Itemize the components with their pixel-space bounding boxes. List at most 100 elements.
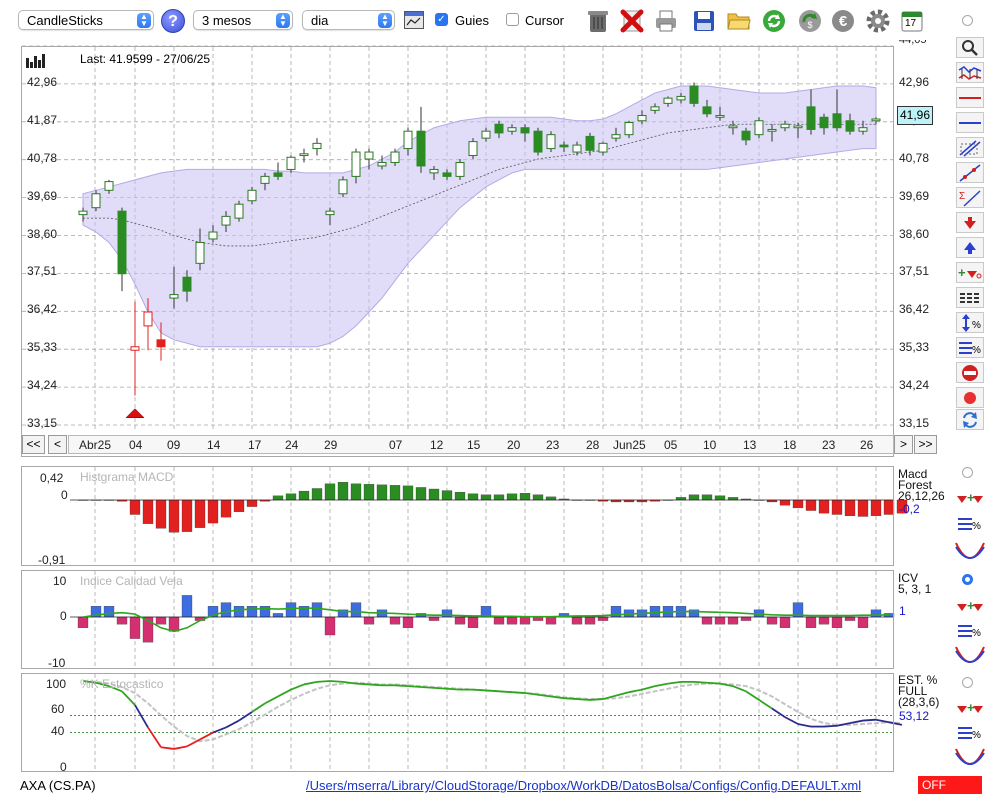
period-select[interactable]: 3 mesos ▲ ▼ — [193, 10, 293, 30]
stoch-k-segment — [420, 686, 435, 689]
stochastic-panel-radio[interactable] — [962, 677, 973, 688]
svg-text:+: + — [967, 598, 975, 613]
stoch-k-segment — [316, 680, 331, 683]
candle — [91, 193, 101, 209]
record-dot-icon[interactable] — [956, 387, 984, 408]
stoch-k-segment — [537, 693, 552, 698]
icv-panel[interactable] — [21, 570, 894, 669]
chart-window-icon[interactable] — [404, 11, 424, 29]
stoch-k-segment — [875, 718, 890, 724]
vertical-percent-icon[interactable]: % — [956, 312, 984, 333]
candle — [650, 106, 660, 111]
macd-panel[interactable] — [21, 466, 894, 566]
zoom-icon[interactable] — [956, 37, 984, 58]
stoch-k-segment — [173, 745, 188, 750]
nav-first-button[interactable]: << — [22, 435, 45, 454]
swap-arrows-icon[interactable] — [956, 409, 984, 430]
signals-red-green-icon[interactable]: + — [956, 699, 984, 717]
candle — [442, 172, 452, 177]
update-quotes-icon[interactable]: $ — [797, 8, 823, 34]
calendar-icon[interactable]: 17 — [899, 8, 925, 34]
no-entry-icon[interactable] — [956, 362, 984, 383]
horizontal-line-red-icon[interactable] — [956, 87, 984, 108]
stoch-k-segment — [121, 690, 136, 706]
trendline-tool-icon[interactable] — [956, 162, 984, 183]
candle — [767, 128, 777, 132]
icv-name: ICV — [898, 571, 919, 585]
y-label-right: 35,33 — [899, 340, 930, 355]
lines-percent-icon[interactable]: % — [956, 515, 984, 533]
candle — [611, 134, 621, 139]
help-icon[interactable]: ? — [161, 9, 185, 33]
bar-chart-icon[interactable] — [26, 52, 46, 71]
arrow-up-icon[interactable] — [956, 237, 984, 258]
main-chart-radio[interactable] — [962, 15, 973, 26]
macd-y-label-bottom: -0,91 — [38, 553, 66, 567]
candle — [195, 241, 205, 264]
nav-next-button[interactable]: > — [894, 435, 913, 454]
candle — [507, 127, 517, 132]
candle — [832, 113, 842, 129]
stoch-value: 53,12 — [899, 709, 930, 723]
candle — [117, 210, 127, 275]
chevron-updown-icon: ▲ ▼ — [137, 13, 151, 28]
bollinger-indicator-icon[interactable] — [956, 62, 984, 83]
stoch-sub: FULL — [898, 684, 928, 698]
date-scrollbar[interactable] — [68, 435, 894, 454]
signals-red-green-icon[interactable]: + — [956, 489, 984, 507]
stoch-k-segment — [589, 698, 604, 701]
print-icon[interactable] — [653, 8, 679, 34]
icv-params: 5, 3, 1 — [898, 582, 932, 596]
candle — [468, 141, 478, 157]
signals-icon[interactable]: + — [956, 262, 984, 283]
lines-percent-icon[interactable]: % — [956, 724, 984, 742]
nav-prev-button[interactable]: < — [48, 435, 67, 454]
oscillator-curve-icon[interactable] — [955, 643, 985, 665]
candle — [403, 130, 413, 150]
trash-icon[interactable] — [585, 8, 611, 34]
calendar-day: 17 — [905, 18, 917, 29]
stoch-k-segment — [199, 731, 214, 741]
stoch-d-line — [82, 680, 903, 743]
arrow-down-icon[interactable] — [956, 212, 984, 233]
stoch-k-segment — [368, 683, 383, 687]
nav-last-button[interactable]: >> — [914, 435, 937, 454]
stoch-y-label-100: 100 — [46, 677, 67, 691]
candle — [871, 118, 881, 122]
candle — [364, 151, 374, 160]
lines-percent-icon[interactable]: % — [956, 337, 984, 358]
chart-type-select[interactable]: CandleSticks ▲ ▼ — [18, 10, 154, 30]
sum-trendline-icon[interactable]: Σ — [956, 187, 984, 208]
cursor-checkbox[interactable] — [506, 13, 519, 26]
grid-lines-icon[interactable] — [956, 287, 984, 308]
save-icon[interactable] — [691, 8, 717, 34]
channel-tool-icon[interactable] — [956, 137, 984, 158]
lines-percent-icon[interactable]: % — [956, 622, 984, 640]
candle — [312, 142, 322, 150]
config-path-link[interactable]: /Users/mserra/Library/CloudStorage/Dropb… — [306, 778, 862, 793]
delete-icon[interactable] — [619, 8, 645, 34]
settings-gear-icon[interactable] — [865, 8, 891, 34]
stochastic-panel[interactable] — [21, 673, 894, 772]
oscillator-curve-icon[interactable] — [955, 539, 985, 561]
stoch-y-label-0: 0 — [60, 760, 67, 774]
signals-red-green-icon[interactable]: + — [956, 597, 984, 615]
stoch-k-segment — [784, 716, 799, 725]
x-axis-label: 20 — [507, 438, 521, 452]
horizontal-line-blue-icon[interactable] — [956, 112, 984, 133]
main-chart-panel[interactable] — [21, 46, 894, 457]
oscillator-curve-icon[interactable] — [955, 745, 985, 767]
stoch-k-segment — [238, 711, 253, 722]
guides-checkbox[interactable]: ✓ — [435, 13, 448, 26]
open-folder-icon[interactable] — [726, 8, 752, 34]
icv-panel-radio[interactable] — [962, 574, 973, 585]
euro-icon[interactable]: € — [830, 8, 856, 34]
refresh-icon[interactable] — [761, 8, 787, 34]
candle — [559, 144, 569, 148]
stoch-k-segment — [160, 746, 175, 750]
macd-panel-radio[interactable] — [962, 467, 973, 478]
interval-select[interactable]: dia ▲ ▼ — [302, 10, 395, 30]
y-label-left: 42,96 — [27, 74, 58, 89]
status-off-badge[interactable]: OFF — [918, 776, 982, 794]
